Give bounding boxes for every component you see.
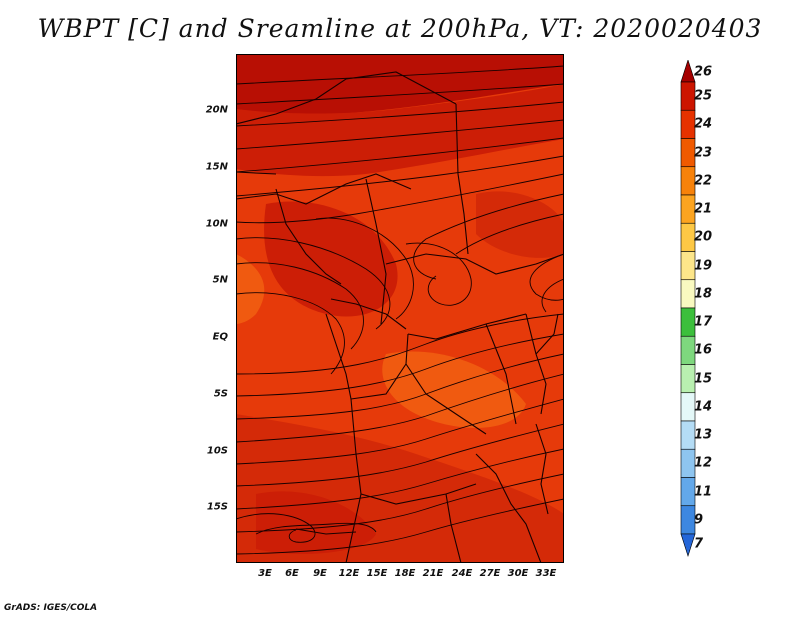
- grads-credit: GrADS: IGES/COLA: [4, 603, 98, 613]
- colorbar-label-21: 21: [694, 201, 713, 217]
- colorbar-label-26: 26: [694, 64, 713, 80]
- colorbar-cell-25: [680, 81, 696, 111]
- lon-label-3e: 3E: [258, 568, 272, 579]
- colorbar-cell-22: [680, 166, 696, 196]
- colorbar-cell-26: [680, 60, 696, 83]
- colorbar-cell-16: [680, 335, 696, 365]
- colorbar-cell-18: [680, 279, 696, 309]
- colorbar-cell-17: [680, 307, 696, 337]
- wbpt-fill-warm-west: [264, 201, 398, 317]
- lon-label-15e: 15E: [366, 568, 388, 579]
- colorbar-cell-13: [680, 420, 696, 450]
- lat-label-10n: 10N: [205, 218, 228, 230]
- colorbar-label-19: 19: [694, 258, 713, 274]
- wbpt-fill-mid-west: [236, 254, 265, 324]
- colorbar-label-20: 20: [694, 229, 713, 245]
- colorbar-cell-14: [680, 392, 696, 422]
- lon-label-6e: 6E: [285, 568, 299, 579]
- colorbar-label-24: 24: [694, 116, 713, 132]
- colorbar-cell-11: [680, 477, 696, 507]
- colorbar-label-22: 22: [694, 173, 713, 189]
- colorbar-label-11: 11: [694, 484, 713, 500]
- lat-label-5n: 5N: [212, 274, 228, 286]
- colorbar-label-25: 25: [694, 88, 713, 104]
- colorbar-cell-9: [680, 505, 696, 535]
- wbpt-fill-warm-east: [476, 191, 564, 258]
- lat-label-5s: 5S: [213, 388, 228, 400]
- lat-label-10s: 10S: [206, 445, 228, 457]
- colorbar-cell-19: [680, 251, 696, 281]
- country-borders: [236, 71, 564, 563]
- colorbar-label-23: 23: [694, 145, 713, 161]
- colorbar-label-16: 16: [694, 342, 713, 358]
- streamlines: [236, 65, 564, 555]
- colorbar-label-13: 13: [694, 427, 713, 443]
- lat-label-20n: 20N: [205, 104, 228, 116]
- colorbar-label-12: 12: [694, 455, 713, 471]
- chart-title: WBPT [C] and Sreamline at 200hPa, VT: 20…: [37, 14, 763, 43]
- lon-label-18e: 18E: [394, 568, 416, 579]
- wbpt-fill-mid-center: [382, 351, 526, 428]
- lon-label-27e: 27E: [479, 568, 501, 579]
- lon-label-9e: 9E: [313, 568, 327, 579]
- wbpt-streamline-map: [236, 54, 564, 563]
- colorbar-label-15: 15: [694, 371, 713, 387]
- wbpt-fill-warm-southwest: [256, 491, 376, 554]
- colorbar: [680, 60, 696, 557]
- colorbar-cell-12: [680, 448, 696, 478]
- map-panel: [236, 54, 564, 563]
- lat-label-15s: 15S: [206, 501, 228, 513]
- colorbar-cell-21: [680, 194, 696, 224]
- lon-label-33e: 33E: [535, 568, 557, 579]
- colorbar-label-9: 9: [694, 512, 704, 528]
- colorbar-label-14: 14: [694, 399, 713, 415]
- lon-label-21e: 21E: [422, 568, 444, 579]
- lat-label-15n: 15N: [205, 161, 228, 173]
- colorbar-label-7: 7: [694, 536, 704, 552]
- wbpt-fill-warm-north: [236, 84, 564, 177]
- colorbar-label-17: 17: [694, 314, 713, 330]
- lon-label-30e: 30E: [507, 568, 529, 579]
- lon-label-24e: 24E: [451, 568, 473, 579]
- colorbar-cell-15: [680, 364, 696, 394]
- colorbar-label-18: 18: [694, 286, 713, 302]
- colorbar-cell-7: [680, 533, 696, 557]
- lon-label-12e: 12E: [338, 568, 360, 579]
- lat-label-eq: EQ: [212, 331, 228, 343]
- colorbar-cell-23: [680, 138, 696, 168]
- map-border: [236, 54, 564, 563]
- colorbar-cell-24: [680, 109, 696, 139]
- colorbar-cell-20: [680, 222, 696, 252]
